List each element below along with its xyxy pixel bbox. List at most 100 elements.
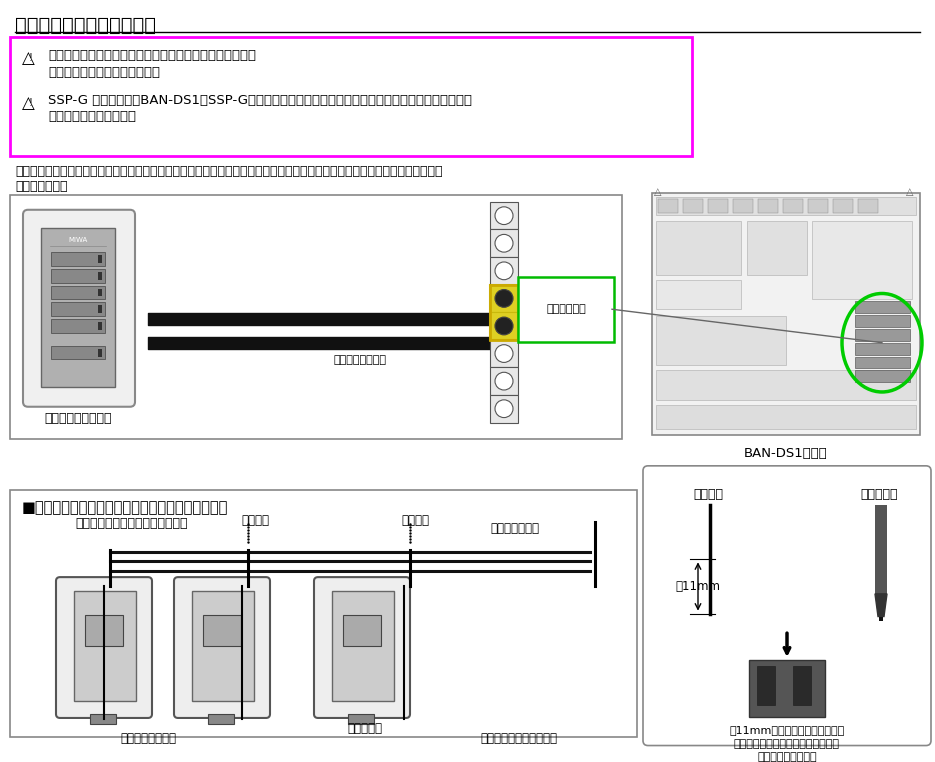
FancyBboxPatch shape	[56, 577, 152, 718]
Text: △: △	[22, 50, 35, 67]
FancyBboxPatch shape	[51, 252, 105, 266]
Bar	[490, 395, 518, 422]
Text: △: △	[906, 187, 913, 197]
Bar	[98, 272, 102, 280]
FancyBboxPatch shape	[10, 195, 622, 439]
Bar	[490, 257, 518, 285]
Text: 約11mm程芯線を出し、マイナス: 約11mm程芯線を出し、マイナス	[729, 725, 844, 735]
Bar	[98, 306, 102, 313]
Bar	[855, 357, 910, 368]
Bar	[747, 221, 807, 275]
Bar	[490, 285, 518, 340]
Bar	[490, 229, 518, 257]
Bar	[90, 714, 116, 724]
Text: 極性はありません: 極性はありません	[334, 354, 386, 364]
Bar	[98, 289, 102, 296]
Bar	[858, 199, 878, 213]
Bar	[656, 405, 916, 430]
Circle shape	[495, 262, 513, 280]
Text: ■　同一回線に操作表示器を２台以上使用する場合: ■ 同一回線に操作表示器を２台以上使用する場合	[22, 501, 228, 515]
FancyBboxPatch shape	[51, 319, 105, 333]
Bar	[833, 199, 853, 213]
Bar	[98, 349, 102, 357]
Text: 接続端子台: 接続端子台	[348, 722, 382, 735]
Bar	[793, 666, 811, 705]
FancyBboxPatch shape	[51, 286, 105, 299]
Bar	[490, 285, 518, 312]
Bar	[332, 591, 394, 701]
FancyBboxPatch shape	[41, 228, 115, 387]
Text: 黄色の端子台: 黄色の端子台	[546, 304, 586, 314]
Bar	[656, 316, 786, 366]
Bar	[98, 255, 102, 263]
Bar	[192, 591, 254, 701]
Text: !: !	[29, 53, 33, 63]
Circle shape	[495, 290, 513, 307]
Text: BAN-DS1内観図: BAN-DS1内観図	[744, 447, 827, 460]
Bar	[812, 221, 912, 299]
Text: 故障の原因となります。: 故障の原因となります。	[48, 110, 136, 123]
Text: ドライバー: ドライバー	[860, 488, 898, 501]
Bar	[348, 714, 374, 724]
FancyBboxPatch shape	[51, 303, 105, 316]
Text: はありません。: はありません。	[15, 181, 67, 194]
Circle shape	[495, 207, 513, 225]
Text: 結線する: 結線する	[241, 514, 269, 527]
Text: リード線: リード線	[693, 488, 723, 501]
Text: SSP-G 接続の際は、BAN-DS1とSSP-Gの間の配線が、ショートしていないことを確認してください。: SSP-G 接続の際は、BAN-DS1とSSP-Gの間の配線が、ショートしていな…	[48, 94, 472, 107]
Bar	[490, 367, 518, 395]
Bar	[733, 199, 753, 213]
FancyBboxPatch shape	[643, 466, 931, 745]
Text: 下図のように接続してください。: 下図のように接続してください。	[75, 517, 188, 530]
FancyBboxPatch shape	[51, 269, 105, 283]
Bar	[656, 280, 741, 309]
Text: 結線する: 結線する	[401, 514, 429, 527]
FancyBboxPatch shape	[314, 577, 410, 718]
FancyBboxPatch shape	[85, 614, 123, 646]
FancyBboxPatch shape	[518, 277, 614, 341]
Bar	[875, 505, 887, 594]
FancyBboxPatch shape	[652, 193, 920, 435]
Text: ード線を差し込む。: ード線を差し込む。	[757, 752, 817, 762]
Text: ２線式操作表示器（別途手配品　型式：ＳＳＰ－Ｇ１Ｄ、ＳＳＰ－Ｇ１Ｅ）を使用する場合に接続します。接続する２線に極性: ２線式操作表示器（別途手配品 型式：ＳＳＰ－Ｇ１Ｄ、ＳＳＰ－Ｇ１Ｅ）を使用する場…	[15, 165, 442, 178]
Text: ２線式操作表示器との接続: ２線式操作表示器との接続	[15, 16, 156, 35]
Bar	[757, 666, 775, 705]
Bar	[683, 199, 703, 213]
Bar	[783, 199, 803, 213]
FancyBboxPatch shape	[10, 491, 637, 737]
FancyBboxPatch shape	[203, 614, 241, 646]
Bar	[879, 616, 883, 622]
Bar	[758, 199, 778, 213]
Text: △: △	[22, 94, 35, 111]
Text: MIWA: MIWA	[68, 237, 88, 243]
Circle shape	[495, 290, 513, 307]
FancyBboxPatch shape	[51, 346, 105, 360]
Bar	[855, 329, 910, 341]
Text: 操作表示器　裏面: 操作表示器 裏面	[120, 732, 176, 744]
Text: 作業を行なう前に電源スイッチをＯＦＦにしてください。: 作業を行なう前に電源スイッチをＯＦＦにしてください。	[48, 50, 256, 62]
Bar	[808, 199, 828, 213]
Circle shape	[495, 317, 513, 335]
Circle shape	[495, 400, 513, 418]
FancyBboxPatch shape	[23, 210, 135, 407]
Bar	[855, 343, 910, 354]
FancyBboxPatch shape	[749, 660, 825, 717]
FancyBboxPatch shape	[174, 577, 270, 718]
Text: 感電、故障の原因となります。: 感電、故障の原因となります。	[48, 66, 160, 79]
Bar	[490, 312, 518, 340]
Bar	[656, 221, 741, 275]
Bar	[490, 340, 518, 367]
Bar	[658, 199, 678, 213]
Circle shape	[495, 317, 513, 335]
Polygon shape	[875, 594, 887, 616]
Circle shape	[495, 344, 513, 363]
Text: 最大接続数は３台です。: 最大接続数は３台です。	[480, 732, 557, 744]
Bar	[656, 197, 916, 215]
Bar	[74, 591, 136, 701]
Text: 電気錠操作盤へ: 電気錠操作盤へ	[490, 522, 539, 535]
Text: 約11mm: 約11mm	[675, 580, 720, 593]
Bar	[855, 370, 910, 382]
Bar	[708, 199, 728, 213]
Text: △: △	[654, 187, 661, 197]
Text: ドライバー等でツメを押しながらリ: ドライバー等でツメを押しながらリ	[734, 738, 840, 748]
